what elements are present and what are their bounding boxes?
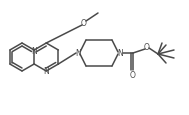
Text: N: N <box>117 49 123 58</box>
Text: O: O <box>130 71 136 80</box>
Text: O: O <box>81 18 87 27</box>
Text: N: N <box>43 67 49 76</box>
Text: N: N <box>31 46 37 55</box>
Text: O: O <box>144 43 150 52</box>
Text: N: N <box>75 49 81 58</box>
